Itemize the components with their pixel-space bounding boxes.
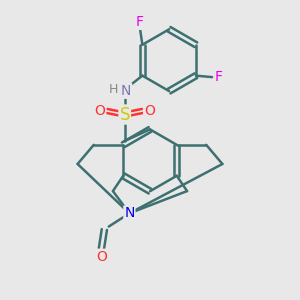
Text: O: O [144, 104, 155, 118]
Text: F: F [214, 70, 223, 84]
Text: S: S [119, 106, 130, 124]
Text: N: N [121, 84, 131, 98]
Text: N: N [124, 206, 135, 220]
Text: F: F [136, 15, 144, 29]
Text: H: H [109, 83, 119, 96]
Text: O: O [94, 104, 105, 118]
Text: O: O [96, 250, 107, 264]
